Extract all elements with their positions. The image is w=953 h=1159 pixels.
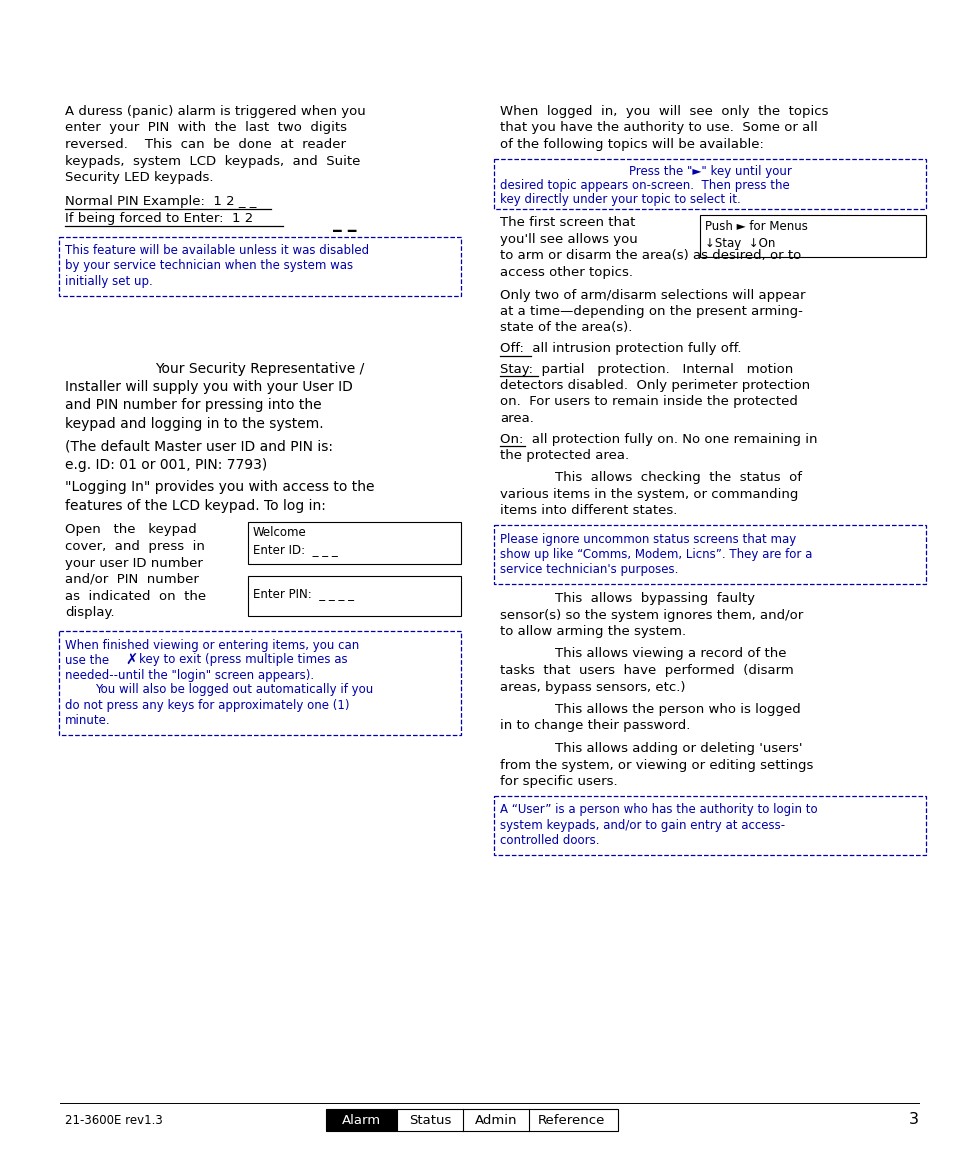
Text: show up like “Comms, Modem, Licns”. They are for a: show up like “Comms, Modem, Licns”. They… xyxy=(499,548,812,561)
Text: key directly under your topic to select it.: key directly under your topic to select … xyxy=(499,192,740,205)
Text: desired topic appears on-screen.  Then press the: desired topic appears on-screen. Then pr… xyxy=(499,178,789,191)
Text: When  logged  in,  you  will  see  only  the  topics: When logged in, you will see only the to… xyxy=(499,105,827,118)
Text: e.g. ID: 01 or 001, PIN: 7793): e.g. ID: 01 or 001, PIN: 7793) xyxy=(65,458,267,472)
Bar xyxy=(59,630,460,735)
Text: state of the area(s).: state of the area(s). xyxy=(499,321,632,335)
Text: of the following topics will be available:: of the following topics will be availabl… xyxy=(499,138,763,151)
Text: areas, bypass sensors, etc.): areas, bypass sensors, etc.) xyxy=(499,680,685,693)
Bar xyxy=(248,576,460,615)
Text: When finished viewing or entering items, you can: When finished viewing or entering items,… xyxy=(65,639,359,651)
Text: area.: area. xyxy=(499,411,534,425)
Text: enter  your  PIN  with  the  last  two  digits: enter your PIN with the last two digits xyxy=(65,122,347,134)
Text: If being forced to Enter:  1 2: If being forced to Enter: 1 2 xyxy=(65,212,257,225)
Text: by your service technician when the system was: by your service technician when the syst… xyxy=(65,260,353,272)
Text: (The default Master user ID and PIN is:: (The default Master user ID and PIN is: xyxy=(65,439,333,453)
Text: your user ID number: your user ID number xyxy=(65,556,203,569)
Text: on.  For users to remain inside the protected: on. For users to remain inside the prote… xyxy=(499,395,797,408)
Text: Welcome: Welcome xyxy=(253,526,307,539)
Bar xyxy=(700,214,925,256)
Text: access other topics.: access other topics. xyxy=(499,267,633,279)
Text: Stay:  partial   protection.   Internal   motion: Stay: partial protection. Internal motio… xyxy=(499,363,792,376)
Text: for specific users.: for specific users. xyxy=(499,775,617,788)
Text: This  allows  checking  the  status  of: This allows checking the status of xyxy=(555,472,801,484)
Text: _ _: _ _ xyxy=(333,214,356,232)
Text: controlled doors.: controlled doors. xyxy=(499,833,598,846)
Text: This allows viewing a record of the: This allows viewing a record of the xyxy=(555,648,785,661)
Text: items into different states.: items into different states. xyxy=(499,504,677,518)
Text: service technician's purposes.: service technician's purposes. xyxy=(499,563,678,576)
Text: This allows adding or deleting 'users': This allows adding or deleting 'users' xyxy=(555,742,801,755)
Text: "Logging In" provides you with access to the: "Logging In" provides you with access to… xyxy=(65,481,375,495)
Text: system keypads, and/or to gain entry at access-: system keypads, and/or to gain entry at … xyxy=(499,818,784,831)
Text: A “User” is a person who has the authority to login to: A “User” is a person who has the authori… xyxy=(499,803,817,816)
Text: 21-3600E rev1.3: 21-3600E rev1.3 xyxy=(65,1114,163,1127)
Text: at a time—depending on the present arming-: at a time—depending on the present armin… xyxy=(499,305,802,318)
Text: Installer will supply you with your User ID: Installer will supply you with your User… xyxy=(65,380,353,394)
Text: Reference: Reference xyxy=(537,1114,604,1127)
Text: do not press any keys for approximately one (1): do not press any keys for approximately … xyxy=(65,699,349,712)
Text: The first screen that: The first screen that xyxy=(499,217,635,229)
Text: various items in the system, or commanding: various items in the system, or commandi… xyxy=(499,488,798,501)
Text: minute.: minute. xyxy=(65,714,111,727)
Text: initially set up.: initially set up. xyxy=(65,275,152,287)
Text: display.: display. xyxy=(65,606,114,619)
Text: Normal PIN Example:  1 2 _ _: Normal PIN Example: 1 2 _ _ xyxy=(65,196,256,209)
Text: Press the "►" key until your: Press the "►" key until your xyxy=(628,165,791,177)
Bar xyxy=(326,1109,396,1131)
Text: A duress (panic) alarm is triggered when you: A duress (panic) alarm is triggered when… xyxy=(65,105,365,118)
Text: you'll see allows you: you'll see allows you xyxy=(499,233,638,246)
Bar xyxy=(59,236,460,296)
Bar xyxy=(494,525,925,584)
Text: to allow arming the system.: to allow arming the system. xyxy=(499,625,685,637)
Bar xyxy=(396,1109,618,1131)
Text: keypads,  system  LCD  keypads,  and  Suite: keypads, system LCD keypads, and Suite xyxy=(65,154,360,168)
Text: Status: Status xyxy=(409,1114,451,1127)
Text: the protected area.: the protected area. xyxy=(499,449,628,462)
Text: Alarm: Alarm xyxy=(341,1114,380,1127)
Text: Only two of arm/disarm selections will appear: Only two of arm/disarm selections will a… xyxy=(499,289,804,301)
Text: tasks  that  users  have  performed  (disarm: tasks that users have performed (disarm xyxy=(499,664,793,677)
Bar xyxy=(248,522,460,563)
Text: and/or  PIN  number: and/or PIN number xyxy=(65,573,198,586)
Text: needed--until the "login" screen appears).: needed--until the "login" screen appears… xyxy=(65,669,314,681)
Text: This feature will be available unless it was disabled: This feature will be available unless it… xyxy=(65,245,369,257)
Text: ↓Stay  ↓On: ↓Stay ↓On xyxy=(704,236,775,249)
Text: in to change their password.: in to change their password. xyxy=(499,720,690,732)
Text: that you have the authority to use.  Some or all: that you have the authority to use. Some… xyxy=(499,122,817,134)
Text: features of the LCD keypad. To log in:: features of the LCD keypad. To log in: xyxy=(65,500,326,513)
Text: This allows the person who is logged: This allows the person who is logged xyxy=(555,704,800,716)
Text: This  allows  bypassing  faulty: This allows bypassing faulty xyxy=(555,592,754,605)
Text: and PIN number for pressing into the: and PIN number for pressing into the xyxy=(65,399,321,413)
Text: sensor(s) so the system ignores them, and/or: sensor(s) so the system ignores them, an… xyxy=(499,608,802,621)
Text: from the system, or viewing or editing settings: from the system, or viewing or editing s… xyxy=(499,758,813,772)
Bar xyxy=(494,159,925,209)
Text: Off:  all intrusion protection fully off.: Off: all intrusion protection fully off. xyxy=(499,342,740,355)
Text: Please ignore uncommon status screens that may: Please ignore uncommon status screens th… xyxy=(499,533,796,546)
Text: On:  all protection fully on. No one remaining in: On: all protection fully on. No one rema… xyxy=(499,432,817,445)
Text: detectors disabled.  Only perimeter protection: detectors disabled. Only perimeter prote… xyxy=(499,379,809,392)
Text: Admin: Admin xyxy=(475,1114,517,1127)
Text: use the: use the xyxy=(65,654,112,666)
Text: Security LED keypads.: Security LED keypads. xyxy=(65,172,213,184)
Text: as  indicated  on  the: as indicated on the xyxy=(65,590,206,603)
Text: Open   the   keypad: Open the keypad xyxy=(65,524,196,537)
Text: Enter PIN:  _ _ _ _: Enter PIN: _ _ _ _ xyxy=(253,588,354,600)
Text: ✗: ✗ xyxy=(125,653,137,668)
Text: Enter ID:  _ _ _: Enter ID: _ _ _ xyxy=(253,544,337,556)
Text: Push ► for Menus: Push ► for Menus xyxy=(704,219,807,233)
Text: cover,  and  press  in: cover, and press in xyxy=(65,540,205,553)
Text: You will also be logged out automatically if you: You will also be logged out automaticall… xyxy=(95,684,373,697)
Text: Your Security Representative /: Your Security Representative / xyxy=(155,362,364,376)
Text: to arm or disarm the area(s) as desired, or to: to arm or disarm the area(s) as desired,… xyxy=(499,249,801,262)
Text: key to exit (press multiple times as: key to exit (press multiple times as xyxy=(139,654,347,666)
Text: 3: 3 xyxy=(908,1113,918,1128)
Text: keypad and logging in to the system.: keypad and logging in to the system. xyxy=(65,417,323,431)
Text: reversed.    This  can  be  done  at  reader: reversed. This can be done at reader xyxy=(65,138,346,151)
Bar xyxy=(494,795,925,854)
